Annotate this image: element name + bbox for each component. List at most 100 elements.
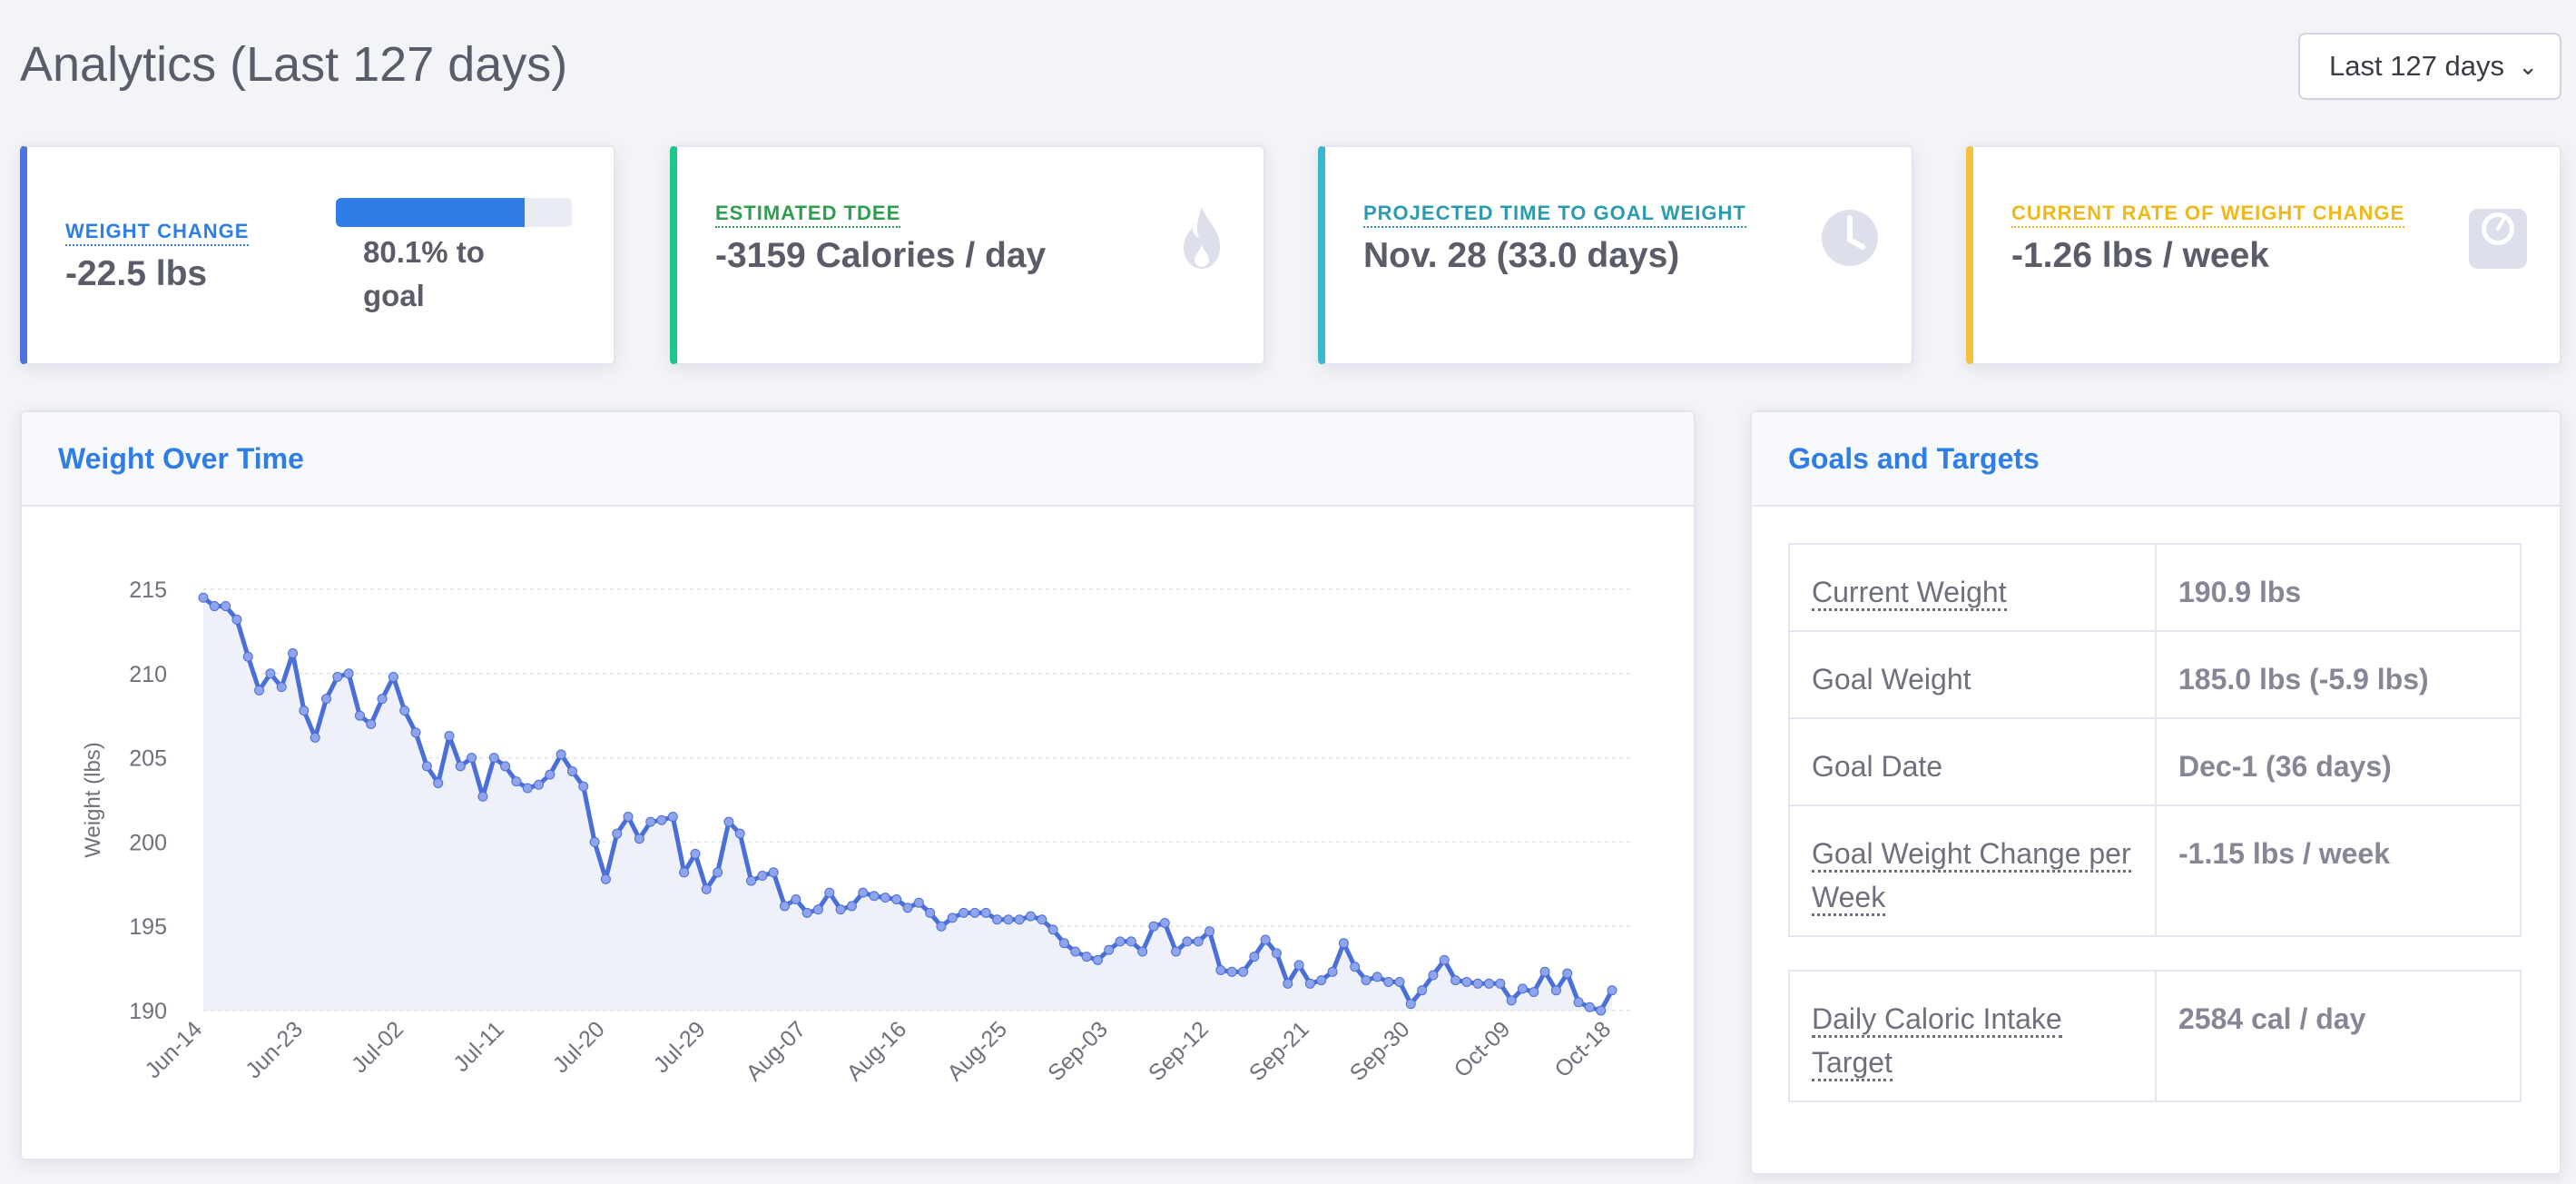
data-point[interactable]: [421, 761, 432, 772]
data-point[interactable]: [645, 816, 656, 827]
data-point[interactable]: [488, 753, 499, 764]
data-point[interactable]: [880, 893, 890, 903]
data-point[interactable]: [1439, 954, 1450, 965]
data-point[interactable]: [1338, 938, 1349, 949]
data-point[interactable]: [846, 901, 857, 912]
data-point[interactable]: [1104, 944, 1115, 955]
data-point[interactable]: [1584, 1001, 1595, 1012]
data-point[interactable]: [320, 694, 331, 705]
data-point[interactable]: [332, 672, 343, 683]
data-point[interactable]: [902, 903, 913, 913]
data-point[interactable]: [1394, 976, 1405, 987]
data-point[interactable]: [276, 682, 287, 693]
data-point[interactable]: [1126, 936, 1136, 947]
data-point[interactable]: [734, 828, 745, 839]
date-range-select[interactable]: Last 127 days ⌄: [2298, 33, 2561, 100]
data-point[interactable]: [1226, 966, 1237, 977]
data-point[interactable]: [1327, 966, 1338, 977]
data-point[interactable]: [534, 779, 545, 790]
data-point[interactable]: [1260, 934, 1271, 945]
data-point[interactable]: [1058, 938, 1069, 949]
data-point[interactable]: [1115, 936, 1126, 947]
data-point[interactable]: [310, 732, 320, 743]
data-point[interactable]: [1204, 926, 1215, 937]
data-point[interactable]: [500, 761, 511, 772]
data-point[interactable]: [713, 867, 723, 878]
data-point[interactable]: [634, 834, 644, 844]
data-point[interactable]: [477, 791, 488, 802]
data-point[interactable]: [1014, 914, 1025, 925]
data-point[interactable]: [1506, 995, 1517, 1006]
data-point[interactable]: [265, 668, 276, 679]
data-point[interactable]: [343, 668, 354, 679]
data-point[interactable]: [656, 814, 667, 825]
data-point[interactable]: [221, 601, 231, 612]
data-point[interactable]: [1573, 997, 1584, 1008]
data-point[interactable]: [947, 913, 958, 923]
data-point[interactable]: [198, 592, 209, 603]
data-point[interactable]: [1215, 964, 1226, 975]
data-point[interactable]: [433, 777, 444, 788]
data-point[interactable]: [780, 901, 791, 912]
data-point[interactable]: [1596, 1005, 1607, 1016]
data-point[interactable]: [757, 871, 768, 882]
data-point[interactable]: [768, 867, 779, 878]
data-point[interactable]: [1529, 987, 1539, 998]
data-point[interactable]: [1171, 946, 1182, 957]
data-point[interactable]: [399, 705, 410, 716]
data-point[interactable]: [969, 907, 980, 918]
current-weight-key[interactable]: Current Weight: [1788, 543, 2157, 632]
data-point[interactable]: [1461, 976, 1472, 987]
data-point[interactable]: [701, 883, 712, 894]
data-point[interactable]: [891, 894, 902, 905]
data-point[interactable]: [980, 907, 991, 918]
data-point[interactable]: [511, 776, 522, 787]
data-point[interactable]: [231, 614, 242, 625]
data-point[interactable]: [1025, 911, 1036, 922]
data-point[interactable]: [1238, 966, 1249, 977]
data-point[interactable]: [1350, 962, 1361, 972]
data-point[interactable]: [545, 769, 556, 780]
data-point[interactable]: [623, 812, 634, 823]
data-point[interactable]: [746, 875, 757, 886]
data-point[interactable]: [209, 601, 220, 612]
data-point[interactable]: [667, 812, 678, 823]
data-point[interactable]: [858, 887, 869, 898]
data-point[interactable]: [1484, 978, 1495, 989]
data-point[interactable]: [1081, 952, 1092, 962]
data-point[interactable]: [1428, 970, 1439, 981]
data-point[interactable]: [913, 897, 924, 908]
data-point[interactable]: [1304, 978, 1315, 989]
data-point[interactable]: [1472, 978, 1483, 989]
data-point[interactable]: [801, 907, 812, 918]
data-point[interactable]: [354, 710, 365, 721]
data-point[interactable]: [925, 907, 936, 918]
data-point[interactable]: [1047, 924, 1058, 935]
data-point[interactable]: [1159, 917, 1170, 928]
data-point[interactable]: [1249, 952, 1260, 962]
data-point[interactable]: [1562, 968, 1573, 979]
data-point[interactable]: [824, 887, 835, 898]
data-point[interactable]: [812, 904, 823, 915]
data-point[interactable]: [242, 651, 253, 662]
data-point[interactable]: [1361, 975, 1372, 986]
data-point[interactable]: [936, 921, 947, 932]
data-point[interactable]: [444, 730, 455, 741]
data-point[interactable]: [1450, 975, 1461, 986]
data-point[interactable]: [835, 904, 846, 915]
data-point[interactable]: [522, 783, 533, 794]
goal-weekly-change-key[interactable]: Goal Weight Change per Week: [1788, 804, 2157, 937]
data-point[interactable]: [1293, 960, 1304, 971]
data-point[interactable]: [410, 727, 421, 738]
data-point[interactable]: [1405, 999, 1416, 1010]
data-point[interactable]: [612, 828, 623, 839]
data-point[interactable]: [1607, 985, 1617, 996]
rate-label[interactable]: Current Rate of Weight Change: [2011, 202, 2405, 228]
data-point[interactable]: [1372, 972, 1382, 982]
data-point[interactable]: [1193, 936, 1204, 947]
data-point[interactable]: [455, 761, 466, 772]
data-point[interactable]: [679, 867, 690, 878]
data-point[interactable]: [1182, 936, 1193, 947]
data-point[interactable]: [1539, 966, 1550, 977]
data-point[interactable]: [1517, 983, 1528, 994]
